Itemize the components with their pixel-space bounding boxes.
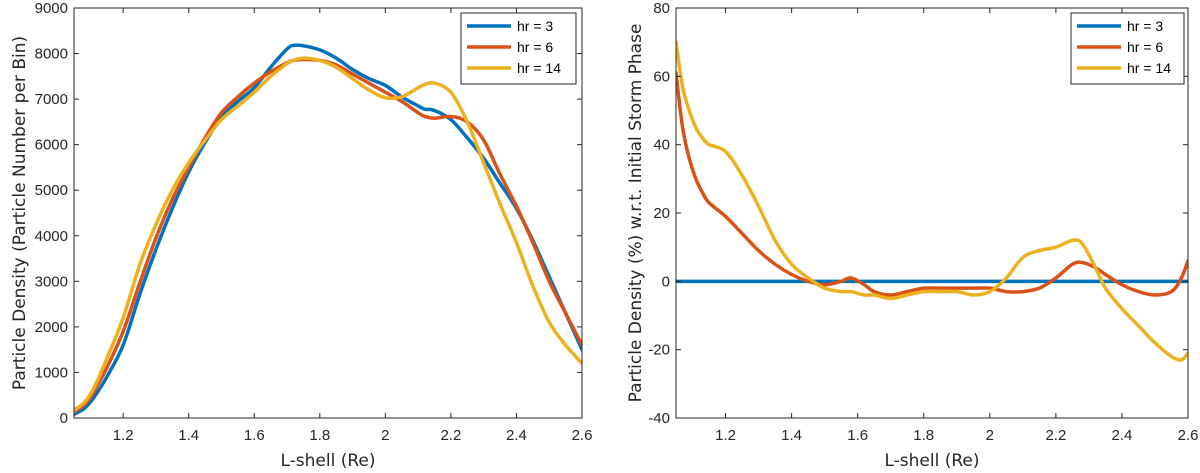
legend-label: hr = 14 (517, 60, 561, 76)
y-tick-label: 9000 (35, 0, 68, 17)
y-tick-label: -40 (648, 410, 670, 427)
x-tick-label: 1.2 (715, 427, 736, 444)
y-tick-label: 2000 (35, 319, 68, 336)
x-tick-label: 2.6 (572, 427, 593, 444)
y-tick-label: 40 (653, 137, 670, 154)
series-line-hr-14 (74, 56, 582, 413)
x-tick-label: 1.6 (847, 427, 868, 444)
right-chart-percent-change: 1.2 1.4 1.6 1.8 2 2.2 2.4 2.6 -40 -20 0 20 40 60 80 L-s… (626, 0, 1198, 471)
x-axis-title: L-shell (Re) (280, 451, 375, 471)
legend-label: hr = 6 (1127, 39, 1163, 55)
axes-frame (73, 7, 583, 419)
left-chart-density: 1.2 1.4 1.6 1.8 2 2.2 2.4 2.6 0 1000 2000 3000 4000 5… (10, 0, 592, 471)
y-tick-label: 6000 (35, 137, 68, 154)
y-tick-label: 4000 (35, 228, 68, 245)
y-tick-label: -20 (648, 342, 670, 359)
x-tick-label: 2.4 (506, 427, 527, 444)
x-tick-label: 1.6 (244, 427, 265, 444)
y-axis-title: Particle Density (Particle Number per Bi… (10, 36, 30, 390)
x-tick-label: 2 (986, 427, 994, 444)
y-tick-label: 80 (653, 0, 670, 17)
series-group (74, 43, 582, 417)
x-tick-label: 1.8 (309, 427, 330, 444)
y-tick-label: 0 (60, 410, 68, 427)
x-tick-label: 1.8 (913, 427, 934, 444)
series-group (676, 40, 1188, 362)
y-tick-label: 1000 (35, 364, 68, 381)
y-tick-label: 3000 (35, 273, 68, 290)
y-tick-label: 60 (653, 68, 670, 85)
series-line-hr-3 (74, 43, 582, 417)
x-tick-label: 2.6 (1178, 427, 1199, 444)
x-axis-title: L-shell (Re) (884, 451, 979, 471)
x-tick-label: 2 (381, 427, 389, 444)
x-tick-label: 2.2 (1045, 427, 1066, 444)
y-tick-label: 8000 (35, 46, 68, 63)
x-tick-label: 2.4 (1112, 427, 1133, 444)
series-line-hr-6 (676, 71, 1188, 297)
y-tick-label: 20 (653, 205, 670, 222)
x-tick-label: 1.2 (113, 427, 134, 444)
legend: hr = 3 hr = 6 hr = 14 (460, 12, 577, 85)
legend-label: hr = 14 (1127, 60, 1171, 76)
x-tick-label: 1.4 (781, 427, 802, 444)
y-tick-label: 5000 (35, 182, 68, 199)
y-tick-label: 0 (662, 273, 670, 290)
x-tick-label: 1.4 (178, 427, 199, 444)
legend: hr = 3 hr = 6 hr = 14 (1070, 12, 1185, 85)
legend-label: hr = 3 (1127, 18, 1163, 34)
x-tick-label: 2.2 (440, 427, 461, 444)
y-axis-title: Particle Density (%) w.r.t. Initial Stor… (626, 24, 646, 403)
y-tick-label: 7000 (35, 91, 68, 108)
series-line-hr-14 (676, 40, 1188, 362)
legend-label: hr = 6 (517, 39, 553, 55)
legend-label: hr = 3 (517, 18, 553, 34)
